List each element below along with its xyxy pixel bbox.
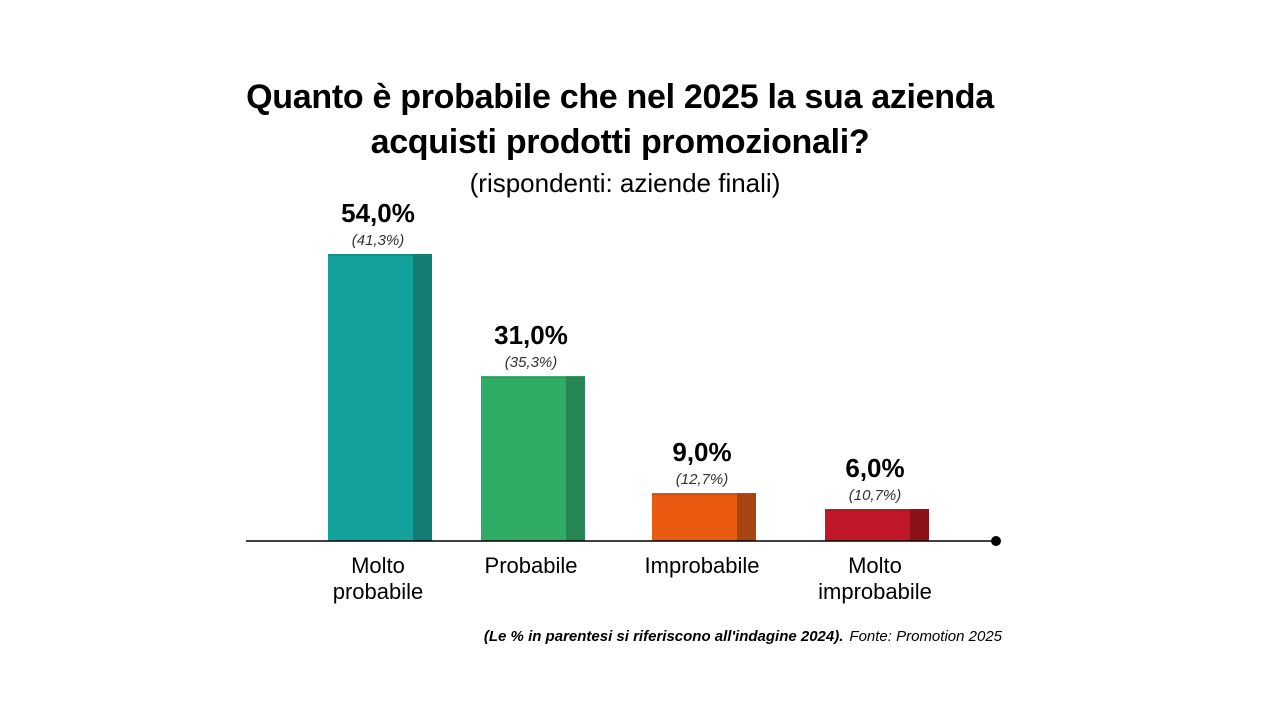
bar-shade [910, 509, 929, 541]
x-tick-label-line: improbabile [818, 579, 932, 604]
source-text: Fonte: Promotion 2025 [849, 628, 1002, 645]
previous-year-label: (41,3%) [352, 232, 405, 249]
bar-top-edge [481, 376, 585, 379]
bar-shade [566, 376, 585, 541]
footnote-note: (Le % in parentesi si riferiscono all'in… [483, 628, 844, 645]
data-label: 31,0% [494, 320, 568, 350]
x-tick-label-line: Probabile [485, 553, 578, 578]
previous-year-label: (35,3%) [505, 354, 558, 371]
bar-shade [737, 493, 756, 541]
bar-top-edge [652, 493, 756, 496]
x-axis-end-dot [991, 536, 1001, 546]
footnote: (Le % in parentesi si riferiscono all'in… [484, 628, 1002, 645]
previous-year-label: (10,7%) [849, 487, 902, 504]
x-tick-label: Improbabile [645, 553, 760, 578]
chart-subtitle: (rispondenti: aziende finali) [469, 168, 781, 198]
x-tick-label: Molto improbabile [818, 553, 932, 604]
data-label: 54,0% [341, 198, 415, 228]
x-tick-label-line: Molto [351, 553, 405, 578]
chart-title-line-1: Quanto è probabile che nel 2025 la sua a… [246, 78, 994, 116]
bar-shade [413, 254, 432, 541]
x-tick-label: Molto probabile [333, 553, 424, 604]
x-tick-label-line: probabile [333, 579, 424, 604]
bar-top-edge [328, 254, 432, 256]
data-label: 6,0% [845, 453, 904, 483]
x-tick-label-line: Improbabile [645, 553, 760, 578]
data-label: 9,0% [672, 437, 731, 467]
previous-year-label: (12,7%) [676, 471, 729, 488]
x-tick-label-line: Molto [848, 553, 902, 578]
chart-title-line-2: acquisti prodotti promozionali? [370, 123, 870, 161]
bar-top-edge [825, 509, 929, 512]
x-tick-label: Probabile [485, 553, 578, 578]
